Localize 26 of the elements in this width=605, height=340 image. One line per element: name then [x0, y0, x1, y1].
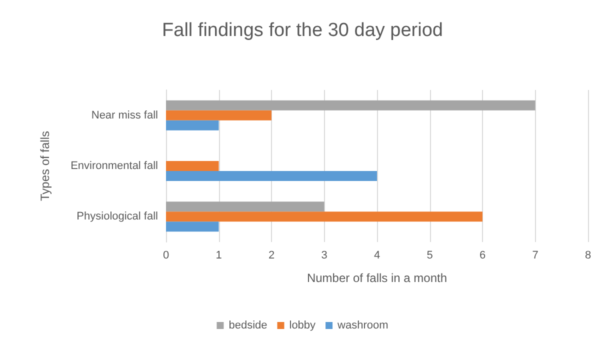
x-tick-label: 3 — [321, 250, 328, 262]
bar — [166, 212, 482, 222]
bar — [166, 110, 272, 120]
x-tick-label: 4 — [374, 250, 380, 262]
bar — [166, 222, 219, 232]
x-axis-title: Number of falls in a month — [306, 271, 448, 285]
y-tick-label: Physiological fall — [76, 210, 158, 223]
legend-label: bedside — [228, 320, 268, 332]
legend-label: washroom — [336, 320, 388, 332]
legend-label: lobby — [289, 320, 316, 332]
x-tick-label: 1 — [216, 250, 222, 262]
bar — [166, 161, 219, 171]
bar — [166, 202, 324, 212]
x-tick-label: 8 — [584, 250, 592, 262]
y-tick-label: Near miss fall — [91, 109, 158, 122]
x-tick-label: 6 — [479, 250, 486, 262]
bar — [166, 100, 536, 110]
x-tick-label: 2 — [268, 250, 275, 262]
x-tick-label: 7 — [532, 250, 538, 262]
x-tick-label: 5 — [426, 250, 433, 262]
y-tick-label: Environmental fall — [70, 160, 158, 172]
x-tick-label: 0 — [162, 250, 170, 262]
y-axis-title: Types of falls — [38, 130, 52, 202]
chart-title: Fall findings for the 30 day period — [162, 20, 443, 41]
bar — [166, 120, 219, 130]
bar — [166, 171, 377, 181]
